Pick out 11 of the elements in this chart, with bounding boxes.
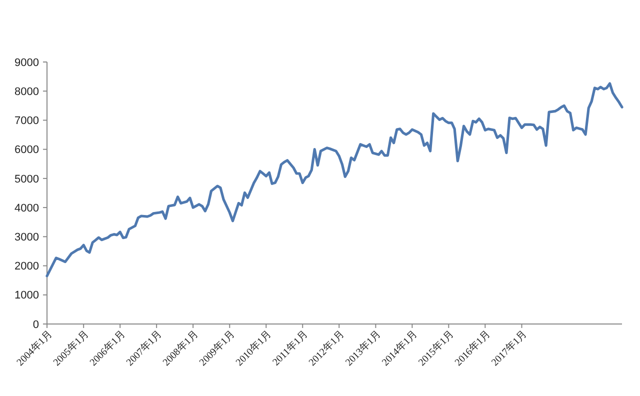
y-tick-label: 2000	[14, 260, 39, 273]
y-tick-label: 1000	[14, 290, 39, 302]
y-tick-label: 0	[32, 318, 39, 331]
y-tick-label: 8000	[14, 86, 39, 98]
line-series	[46, 82, 624, 278]
y-tick-label: 6000	[14, 144, 39, 156]
y-tick-label: 7000	[14, 115, 39, 128]
y-tick-label: 3000	[14, 232, 39, 244]
y-tick-label: 5000	[14, 173, 39, 186]
y-tick-label: 9000	[14, 56, 39, 69]
y-tick-label: 4000	[14, 202, 39, 214]
